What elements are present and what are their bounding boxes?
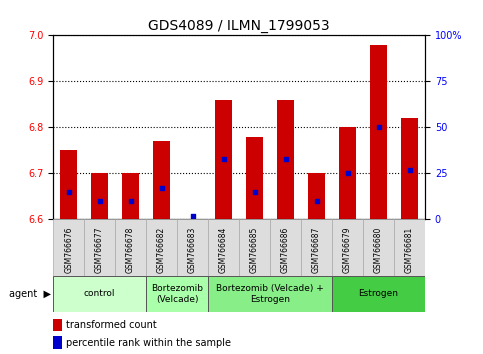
Bar	[53, 219, 84, 276]
Text: GSM766685: GSM766685	[250, 227, 259, 273]
Bar	[401, 118, 418, 219]
Bar	[370, 45, 387, 219]
Bar	[332, 219, 363, 276]
Bar	[91, 173, 108, 219]
Point	[158, 185, 166, 191]
Bar	[239, 219, 270, 276]
Point	[313, 198, 320, 204]
Point	[65, 189, 72, 195]
Text: GSM766680: GSM766680	[374, 227, 383, 273]
Bar	[122, 173, 139, 219]
Bar	[308, 173, 325, 219]
Title: GDS4089 / ILMN_1799053: GDS4089 / ILMN_1799053	[148, 19, 330, 33]
Text: Bortezomib (Velcade) +
Estrogen: Bortezomib (Velcade) + Estrogen	[216, 284, 324, 303]
Bar	[153, 141, 170, 219]
Bar	[84, 219, 115, 276]
Bar	[363, 219, 394, 276]
Text: Bortezomib
(Velcade): Bortezomib (Velcade)	[151, 284, 203, 303]
Point	[251, 189, 258, 195]
Bar	[53, 276, 146, 312]
Point	[406, 167, 413, 173]
Bar	[53, 336, 62, 349]
Bar	[146, 276, 208, 312]
Text: GSM766681: GSM766681	[405, 227, 414, 273]
Text: GSM766686: GSM766686	[281, 227, 290, 273]
Text: transformed count: transformed count	[66, 320, 157, 330]
Bar	[394, 219, 425, 276]
Text: agent  ▶: agent ▶	[9, 289, 51, 299]
Bar	[177, 219, 208, 276]
Point	[220, 156, 227, 161]
Point	[375, 125, 383, 130]
Point	[96, 198, 103, 204]
Point	[282, 156, 289, 161]
Text: GSM766678: GSM766678	[126, 227, 135, 273]
Text: GSM766684: GSM766684	[219, 227, 228, 273]
Bar	[115, 219, 146, 276]
Text: GSM766687: GSM766687	[312, 227, 321, 273]
Bar	[146, 219, 177, 276]
Text: control: control	[84, 289, 115, 298]
Bar	[208, 276, 332, 312]
Bar	[339, 127, 356, 219]
Bar	[208, 219, 239, 276]
Text: GSM766683: GSM766683	[188, 227, 197, 273]
Text: percentile rank within the sample: percentile rank within the sample	[66, 338, 231, 348]
Point	[189, 213, 197, 219]
Text: GSM766679: GSM766679	[343, 227, 352, 273]
Bar	[277, 100, 294, 219]
Text: GSM766677: GSM766677	[95, 227, 104, 273]
Bar	[270, 219, 301, 276]
Bar	[60, 150, 77, 219]
Text: GSM766676: GSM766676	[64, 227, 73, 273]
Bar	[215, 100, 232, 219]
Text: Estrogen: Estrogen	[358, 289, 398, 298]
Bar	[246, 137, 263, 219]
Bar	[53, 319, 62, 331]
Bar	[332, 276, 425, 312]
Point	[344, 171, 352, 176]
Point	[127, 198, 134, 204]
Text: GSM766682: GSM766682	[157, 227, 166, 273]
Bar	[301, 219, 332, 276]
